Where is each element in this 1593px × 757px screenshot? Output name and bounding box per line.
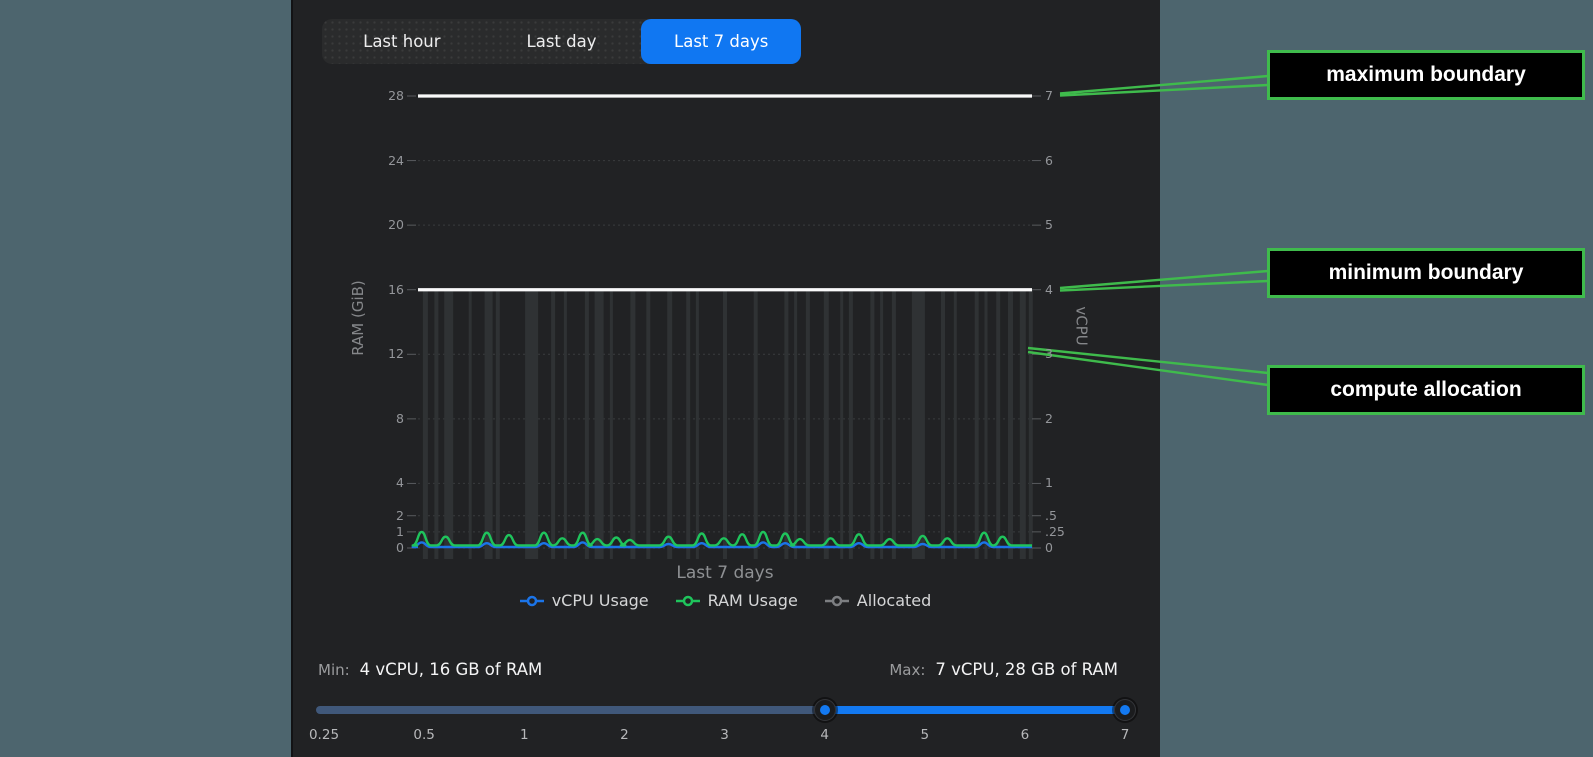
legend-item-ram-usage: RAM Usage (675, 591, 798, 610)
slider-tick-label-0.5: 0.5 (413, 727, 435, 743)
vcpu-tick-3: 3 (1045, 346, 1053, 362)
ram-tick-20: 20 (388, 217, 404, 233)
legend-marker-icon (519, 595, 544, 606)
x-axis-label: Last 7 days (676, 563, 774, 583)
vcpu-tick-5: 5 (1045, 217, 1053, 233)
max-label: Max: (889, 661, 926, 679)
ram-tick-8: 8 (396, 410, 404, 426)
slider-track-inactive[interactable] (316, 706, 825, 714)
compute-size-range-slider[interactable] (316, 699, 1136, 721)
annotation-minimum-boundary: minimum boundary (1267, 248, 1585, 298)
left-axis-title: RAM (GiB) (348, 280, 367, 356)
max-compute-summary: Max: 7 vCPU, 28 GB of RAM (889, 660, 1118, 679)
right-axis-title: vCPU (1072, 306, 1091, 346)
min-label: Min: (318, 661, 350, 679)
vcpu-tick-7: 7 (1045, 88, 1053, 103)
legend-label: vCPU Usage (551, 591, 649, 610)
annotation-compute-allocation-label: compute allocation (1330, 378, 1522, 401)
chart-legend: vCPU Usage RAM Usage Allocated (418, 591, 1032, 610)
compute-range-summary: Min: 4 vCPU, 16 GB of RAM Max: 7 vCPU, 2… (318, 660, 1118, 679)
autoscaling-metrics-panel (291, 0, 1160, 757)
tab-last-hour[interactable]: Last hour (322, 19, 482, 64)
slider-tick-label-5: 5 (920, 727, 930, 743)
max-value: 7 vCPU, 28 GB of RAM (935, 660, 1118, 679)
slider-tick-label-7: 7 (1120, 727, 1130, 743)
vcpu-tick-1: 1 (1045, 475, 1053, 491)
slider-track-active[interactable] (824, 706, 1133, 714)
slider-handle-min[interactable] (813, 699, 836, 721)
ram-tick-16: 16 (388, 281, 404, 297)
legend-label: RAM Usage (707, 591, 798, 610)
vcpu-tick-.25: .25 (1045, 523, 1065, 539)
ram-tick-0: 0 (396, 540, 404, 555)
slider-tick-label-3: 3 (720, 727, 729, 743)
ram-tick-28: 28 (388, 88, 404, 103)
ram-tick-2: 2 (396, 507, 404, 523)
vcpu-tick-.5: .5 (1045, 507, 1057, 523)
annotation-maximum-boundary: maximum boundary (1267, 50, 1585, 100)
ram-tick-12: 12 (388, 346, 404, 362)
legend-item-vcpu-usage: vCPU Usage (519, 591, 649, 610)
vcpu-tick-6: 6 (1045, 152, 1053, 168)
slider-handle-max[interactable] (1114, 699, 1136, 721)
vcpu-tick-0: 0 (1045, 540, 1053, 555)
legend-label: Allocated (856, 591, 932, 610)
tab-last-day[interactable]: Last day (482, 19, 642, 64)
min-compute-summary: Min: 4 vCPU, 16 GB of RAM (318, 660, 542, 679)
slider-tick-label-6: 6 (1020, 727, 1030, 743)
slider-tick-label-0.25: 0.25 (308, 727, 340, 743)
vcpu-tick-4: 4 (1045, 281, 1053, 297)
vcpu-tick-2: 2 (1045, 410, 1053, 426)
slider-tick-labels: 0.25 0.5 1 2 3 4 5 6 7 (0, 727, 1593, 745)
slider-tick-label-2: 2 (620, 727, 629, 743)
tab-last-7-days[interactable]: Last 7 days (641, 19, 802, 64)
time-range-tabs: Last hour Last day Last 7 days (322, 19, 802, 64)
legend-marker-icon (675, 595, 700, 606)
legend-marker-icon (824, 595, 849, 606)
annotation-compute-allocation: compute allocation (1267, 365, 1585, 415)
slider-tick-label-4: 4 (820, 727, 829, 743)
legend-item-allocated: Allocated (824, 591, 932, 610)
ram-tick-1: 1 (396, 523, 404, 539)
annotation-minimum-boundary-label: minimum boundary (1328, 261, 1524, 284)
ram-tick-24: 24 (388, 152, 404, 168)
min-value: 4 vCPU, 16 GB of RAM (359, 660, 543, 679)
slider-tick-label-1: 1 (519, 727, 529, 743)
annotation-maximum-boundary-label: maximum boundary (1326, 63, 1526, 86)
ram-tick-4: 4 (396, 475, 404, 491)
